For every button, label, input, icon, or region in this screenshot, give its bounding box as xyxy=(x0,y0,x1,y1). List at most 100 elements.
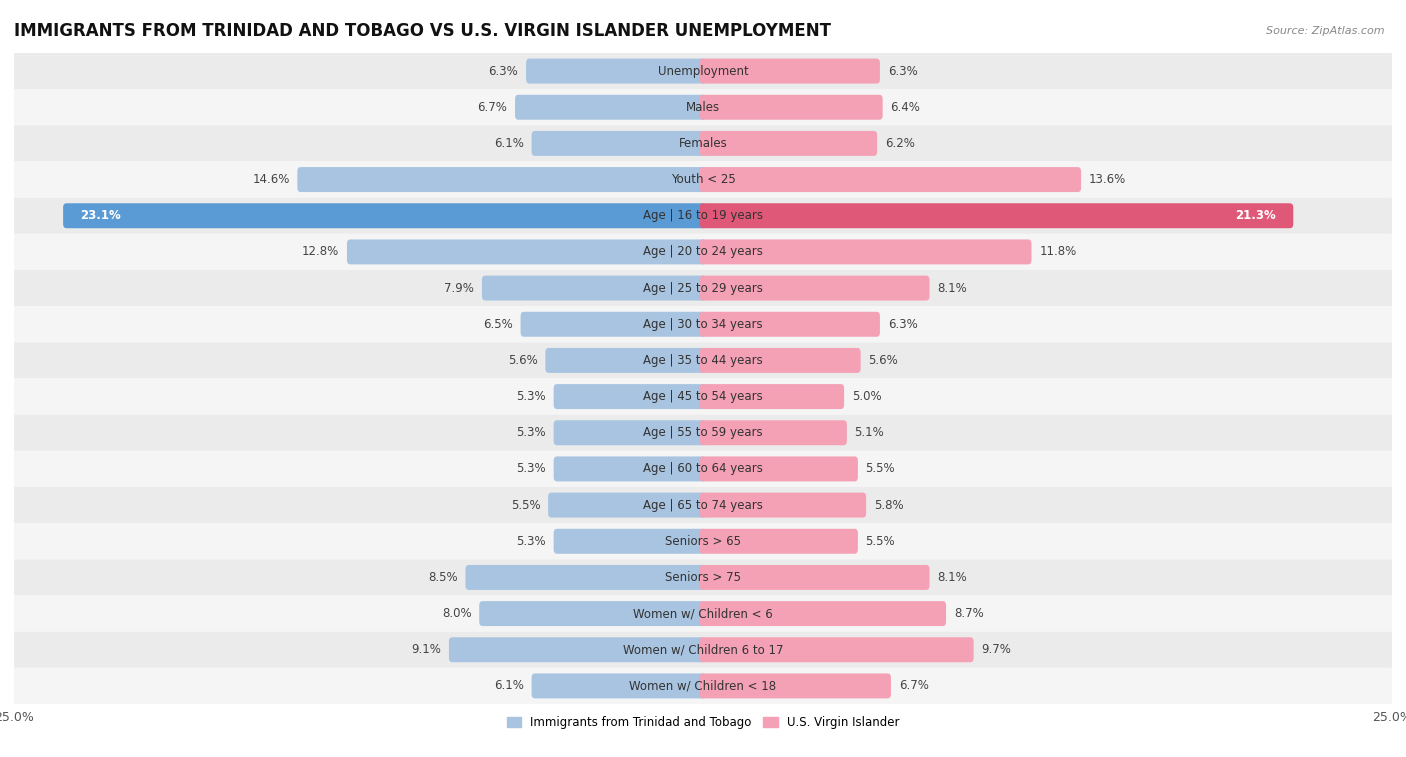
Text: 8.7%: 8.7% xyxy=(953,607,984,620)
FancyBboxPatch shape xyxy=(546,348,706,373)
Text: IMMIGRANTS FROM TRINIDAD AND TOBAGO VS U.S. VIRGIN ISLANDER UNEMPLOYMENT: IMMIGRANTS FROM TRINIDAD AND TOBAGO VS U… xyxy=(14,22,831,40)
FancyBboxPatch shape xyxy=(554,384,706,409)
Text: Age | 60 to 64 years: Age | 60 to 64 years xyxy=(643,463,763,475)
Text: 21.3%: 21.3% xyxy=(1236,209,1277,223)
FancyBboxPatch shape xyxy=(700,601,946,626)
FancyBboxPatch shape xyxy=(14,306,1392,342)
Text: Women w/ Children < 6: Women w/ Children < 6 xyxy=(633,607,773,620)
FancyBboxPatch shape xyxy=(700,58,880,83)
FancyBboxPatch shape xyxy=(700,312,880,337)
FancyBboxPatch shape xyxy=(700,276,929,301)
FancyBboxPatch shape xyxy=(700,637,973,662)
FancyBboxPatch shape xyxy=(700,95,883,120)
Text: 5.3%: 5.3% xyxy=(516,463,546,475)
Text: 6.7%: 6.7% xyxy=(478,101,508,114)
Text: 6.3%: 6.3% xyxy=(489,64,519,77)
Text: 12.8%: 12.8% xyxy=(302,245,339,258)
Text: 8.1%: 8.1% xyxy=(938,571,967,584)
FancyBboxPatch shape xyxy=(14,631,1392,668)
Text: 5.3%: 5.3% xyxy=(516,534,546,548)
FancyBboxPatch shape xyxy=(479,601,706,626)
FancyBboxPatch shape xyxy=(14,596,1392,631)
Text: 5.3%: 5.3% xyxy=(516,390,546,403)
FancyBboxPatch shape xyxy=(14,53,1392,89)
Text: 5.3%: 5.3% xyxy=(516,426,546,439)
FancyBboxPatch shape xyxy=(700,674,891,699)
Text: 6.1%: 6.1% xyxy=(494,137,524,150)
Text: Age | 45 to 54 years: Age | 45 to 54 years xyxy=(643,390,763,403)
Text: Age | 25 to 29 years: Age | 25 to 29 years xyxy=(643,282,763,294)
Text: 5.8%: 5.8% xyxy=(875,499,904,512)
Text: Seniors > 75: Seniors > 75 xyxy=(665,571,741,584)
FancyBboxPatch shape xyxy=(700,204,1294,228)
Text: Age | 16 to 19 years: Age | 16 to 19 years xyxy=(643,209,763,223)
FancyBboxPatch shape xyxy=(14,342,1392,378)
Text: Seniors > 65: Seniors > 65 xyxy=(665,534,741,548)
Text: 14.6%: 14.6% xyxy=(252,173,290,186)
FancyBboxPatch shape xyxy=(700,456,858,481)
FancyBboxPatch shape xyxy=(531,131,706,156)
FancyBboxPatch shape xyxy=(347,239,706,264)
FancyBboxPatch shape xyxy=(14,415,1392,451)
Text: 8.1%: 8.1% xyxy=(938,282,967,294)
Text: 5.1%: 5.1% xyxy=(855,426,884,439)
FancyBboxPatch shape xyxy=(700,493,866,518)
FancyBboxPatch shape xyxy=(554,420,706,445)
Text: Females: Females xyxy=(679,137,727,150)
Text: Age | 30 to 34 years: Age | 30 to 34 years xyxy=(643,318,763,331)
Text: 6.2%: 6.2% xyxy=(884,137,915,150)
FancyBboxPatch shape xyxy=(700,565,929,590)
Text: Source: ZipAtlas.com: Source: ZipAtlas.com xyxy=(1267,26,1385,36)
Text: 6.7%: 6.7% xyxy=(898,680,928,693)
FancyBboxPatch shape xyxy=(14,234,1392,270)
Text: Unemployment: Unemployment xyxy=(658,64,748,77)
FancyBboxPatch shape xyxy=(554,456,706,481)
FancyBboxPatch shape xyxy=(554,529,706,553)
Text: Age | 20 to 24 years: Age | 20 to 24 years xyxy=(643,245,763,258)
FancyBboxPatch shape xyxy=(63,204,706,228)
Text: 5.5%: 5.5% xyxy=(510,499,540,512)
FancyBboxPatch shape xyxy=(700,348,860,373)
Text: Age | 55 to 59 years: Age | 55 to 59 years xyxy=(643,426,763,439)
Text: Males: Males xyxy=(686,101,720,114)
FancyBboxPatch shape xyxy=(14,559,1392,596)
Text: 9.1%: 9.1% xyxy=(412,643,441,656)
FancyBboxPatch shape xyxy=(14,487,1392,523)
FancyBboxPatch shape xyxy=(14,668,1392,704)
Text: 6.3%: 6.3% xyxy=(887,64,917,77)
Text: 8.5%: 8.5% xyxy=(427,571,458,584)
FancyBboxPatch shape xyxy=(700,239,1032,264)
Text: 11.8%: 11.8% xyxy=(1039,245,1077,258)
FancyBboxPatch shape xyxy=(700,131,877,156)
Text: 6.1%: 6.1% xyxy=(494,680,524,693)
FancyBboxPatch shape xyxy=(14,161,1392,198)
Text: 5.6%: 5.6% xyxy=(508,354,537,367)
FancyBboxPatch shape xyxy=(482,276,706,301)
Text: 6.3%: 6.3% xyxy=(887,318,917,331)
FancyBboxPatch shape xyxy=(14,126,1392,161)
FancyBboxPatch shape xyxy=(700,384,844,409)
Text: 5.5%: 5.5% xyxy=(866,534,896,548)
FancyBboxPatch shape xyxy=(14,89,1392,126)
Text: 23.1%: 23.1% xyxy=(80,209,121,223)
FancyBboxPatch shape xyxy=(515,95,706,120)
FancyBboxPatch shape xyxy=(14,198,1392,234)
FancyBboxPatch shape xyxy=(14,378,1392,415)
FancyBboxPatch shape xyxy=(449,637,706,662)
FancyBboxPatch shape xyxy=(297,167,706,192)
FancyBboxPatch shape xyxy=(700,420,846,445)
Text: 5.6%: 5.6% xyxy=(869,354,898,367)
Text: 9.7%: 9.7% xyxy=(981,643,1011,656)
Text: Youth < 25: Youth < 25 xyxy=(671,173,735,186)
FancyBboxPatch shape xyxy=(520,312,706,337)
Text: Age | 65 to 74 years: Age | 65 to 74 years xyxy=(643,499,763,512)
FancyBboxPatch shape xyxy=(700,529,858,553)
FancyBboxPatch shape xyxy=(14,270,1392,306)
FancyBboxPatch shape xyxy=(14,523,1392,559)
FancyBboxPatch shape xyxy=(700,167,1081,192)
Legend: Immigrants from Trinidad and Tobago, U.S. Virgin Islander: Immigrants from Trinidad and Tobago, U.S… xyxy=(502,712,904,734)
Text: Age | 35 to 44 years: Age | 35 to 44 years xyxy=(643,354,763,367)
FancyBboxPatch shape xyxy=(14,451,1392,487)
Text: 13.6%: 13.6% xyxy=(1088,173,1126,186)
Text: 7.9%: 7.9% xyxy=(444,282,474,294)
